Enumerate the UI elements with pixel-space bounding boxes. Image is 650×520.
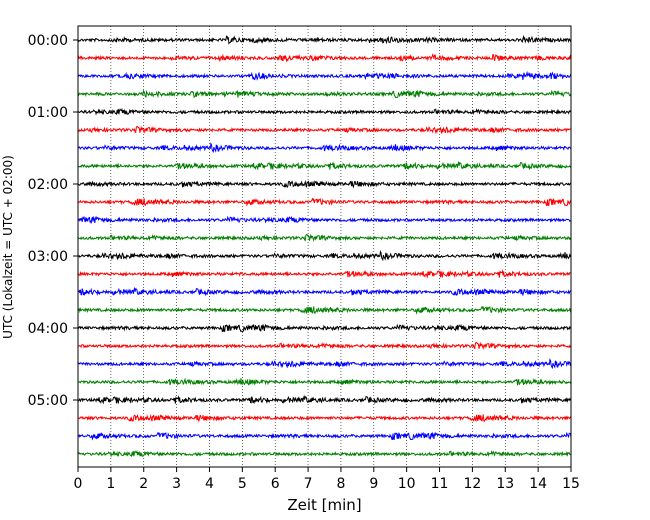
plot-frame xyxy=(77,25,572,468)
trace-line xyxy=(77,413,572,423)
trace-line xyxy=(77,377,572,386)
trace-line xyxy=(77,125,572,135)
x-tick-label: 7 xyxy=(304,476,313,492)
trace-line xyxy=(77,89,572,99)
x-tick-label: 8 xyxy=(336,476,345,492)
trace-line xyxy=(77,286,572,297)
trace-line xyxy=(77,305,572,315)
trace-line xyxy=(77,179,571,189)
x-tick-label: 12 xyxy=(463,476,481,492)
y-axis-ticks: 00:00 01:00 02:00 03:00 04:00 05:00 xyxy=(28,33,78,409)
x-tick-label: 4 xyxy=(205,476,214,492)
y-tick-label: 05:00 xyxy=(28,393,68,409)
seismic-traces xyxy=(77,34,572,458)
trace-line xyxy=(77,70,572,81)
y-tick-label: 03:00 xyxy=(28,249,68,265)
y-axis-label: UTC (Lokalzeit = UTC + 02:00) xyxy=(1,155,15,339)
trace-line xyxy=(77,215,572,224)
trace-line xyxy=(77,323,572,333)
x-tick-label: 6 xyxy=(271,476,280,492)
trace-line xyxy=(77,250,572,262)
x-tick-label: 5 xyxy=(238,476,247,492)
x-tick-label: 15 xyxy=(562,476,580,492)
x-tick-label: 3 xyxy=(172,476,181,492)
x-tick-label: 0 xyxy=(74,476,83,492)
x-tick-label: 9 xyxy=(369,476,378,492)
trace-line xyxy=(77,142,572,154)
plot-area xyxy=(78,26,571,467)
trace-line xyxy=(77,233,572,242)
trace-line xyxy=(77,394,572,405)
x-axis-ticks: 0 1 2 3 4 5 6 7 8 9 10 11 12 13 14 15 xyxy=(74,467,580,492)
y-tick-label: 01:00 xyxy=(28,105,68,121)
trace-line xyxy=(77,34,572,45)
trace-line xyxy=(77,160,572,171)
x-tick-label: 11 xyxy=(431,476,449,492)
x-tick-label: 1 xyxy=(106,476,115,492)
trace-line xyxy=(77,358,572,370)
trace-line xyxy=(77,197,572,207)
x-tick-label: 13 xyxy=(496,476,514,492)
trace-line xyxy=(77,341,572,350)
y-tick-label: 00:00 xyxy=(28,33,68,49)
y-tick-label: 04:00 xyxy=(28,321,68,337)
trace-line xyxy=(77,53,572,63)
x-tick-label: 2 xyxy=(139,476,148,492)
x-tick-label: 10 xyxy=(398,476,416,492)
x-axis-label: Zeit [min] xyxy=(287,496,361,514)
y-tick-label: 02:00 xyxy=(28,177,68,193)
trace-line xyxy=(77,449,572,458)
x-tick-label: 14 xyxy=(529,476,547,492)
trace-line xyxy=(77,431,572,441)
trace-line xyxy=(77,269,572,279)
trace-line xyxy=(77,107,572,116)
